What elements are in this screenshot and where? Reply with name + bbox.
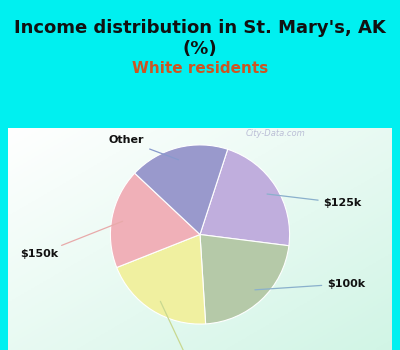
Text: $125k: $125k (267, 194, 362, 208)
Text: Income distribution in St. Mary's, AK
(%): Income distribution in St. Mary's, AK (%… (14, 19, 386, 58)
Wedge shape (135, 145, 228, 235)
Text: $30k: $30k (160, 301, 208, 350)
Wedge shape (200, 234, 289, 324)
Text: $100k: $100k (255, 279, 365, 290)
Text: City-Data.com: City-Data.com (246, 129, 305, 138)
Text: White residents: White residents (132, 61, 268, 76)
Text: $150k: $150k (20, 221, 123, 259)
Wedge shape (117, 234, 206, 324)
Wedge shape (200, 149, 290, 246)
Wedge shape (110, 173, 200, 267)
Text: Other: Other (109, 135, 178, 160)
